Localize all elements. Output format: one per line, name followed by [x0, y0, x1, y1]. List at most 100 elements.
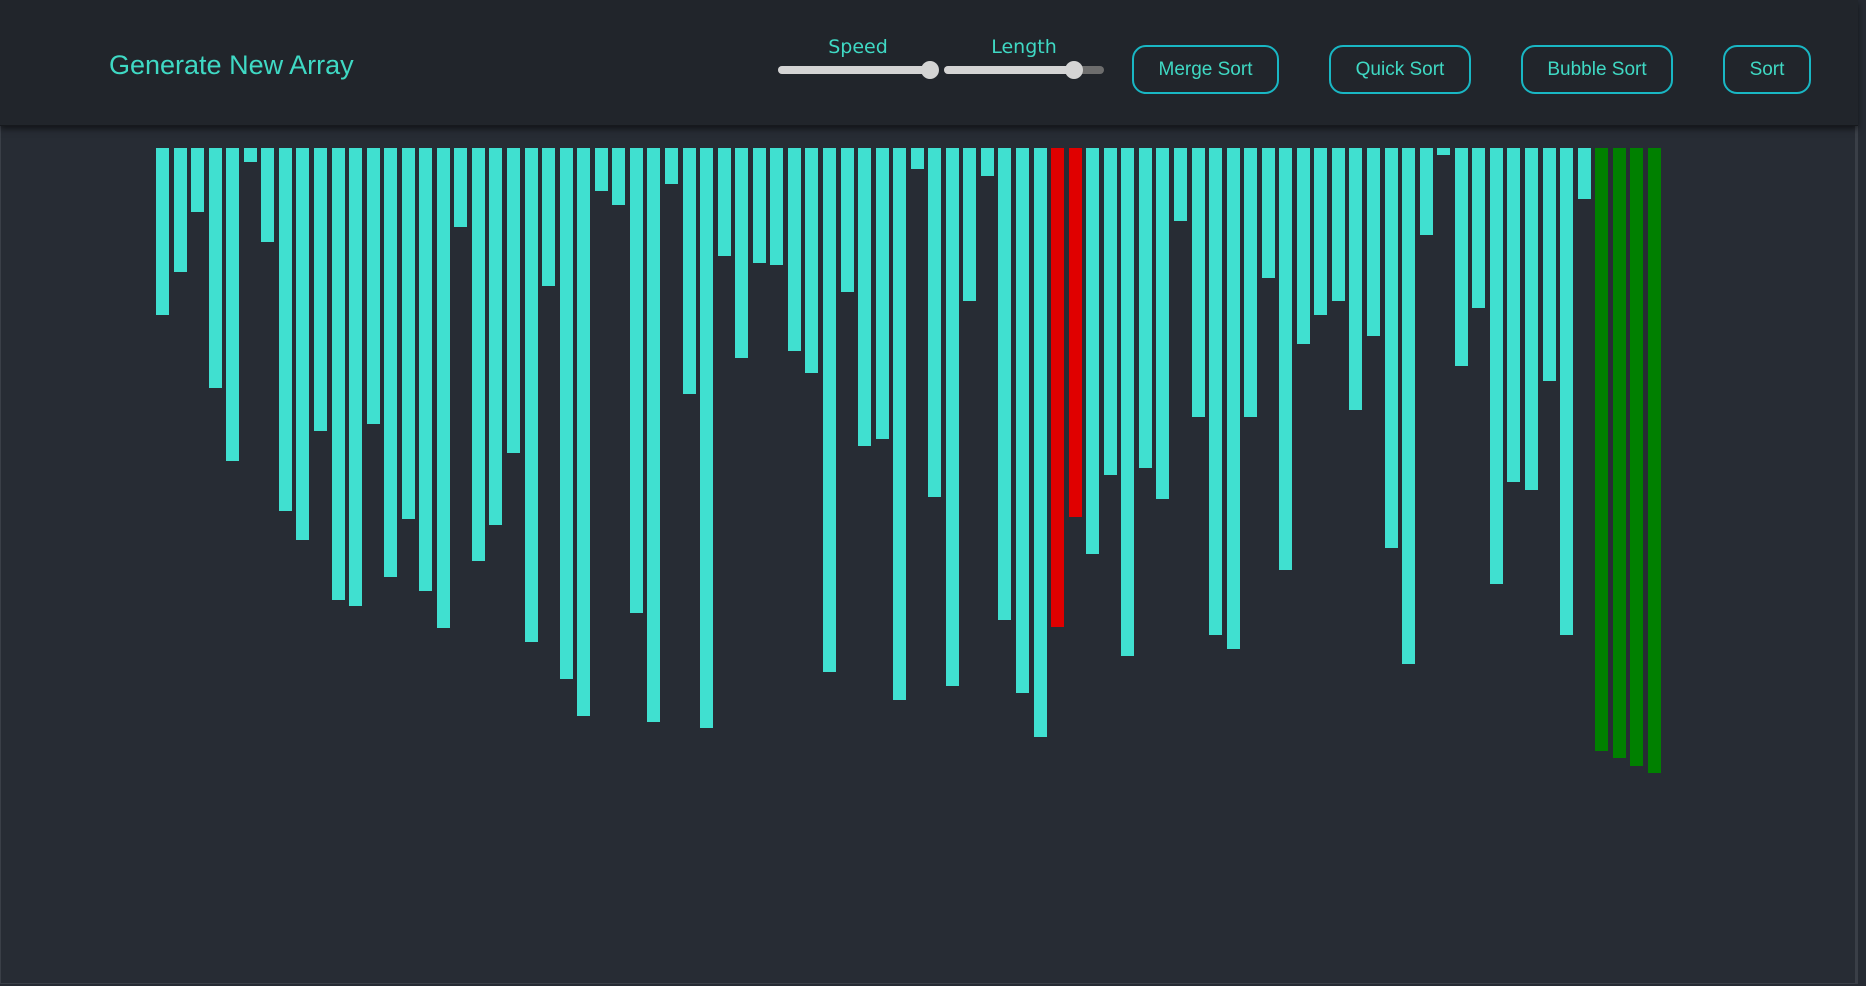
array-bar: [875, 148, 889, 439]
array-bar: [1138, 148, 1152, 468]
array-bar: [261, 148, 275, 242]
array-bar: [822, 148, 836, 672]
array-bar: [980, 148, 994, 176]
array-bar: [1156, 148, 1170, 499]
array-bar: [910, 148, 924, 169]
array-bar: [156, 148, 169, 315]
array-bar: [1068, 148, 1082, 517]
array-bar: [1261, 148, 1275, 278]
array-bar: [945, 148, 959, 686]
array-bar: [366, 148, 380, 424]
array-bar: [1542, 148, 1556, 381]
array-bar: [1314, 148, 1328, 315]
array-bar: [1647, 148, 1661, 773]
bubble-sort-button[interactable]: Bubble Sort: [1521, 45, 1673, 94]
array-bar: [893, 148, 907, 700]
navbar: Generate New Array Speed Length Merge So…: [0, 0, 1858, 126]
array-bar: [1630, 148, 1644, 766]
array-bar: [665, 148, 678, 184]
array-bar: [1191, 148, 1205, 417]
array-bar: [928, 148, 942, 497]
speed-slider-thumb[interactable]: [921, 61, 939, 79]
length-slider-thumb[interactable]: [1064, 61, 1083, 79]
array-bar: [1384, 148, 1398, 548]
array-bar: [1402, 148, 1415, 664]
merge-sort-button[interactable]: Merge Sort: [1132, 45, 1279, 94]
array-bar: [1507, 148, 1521, 482]
array-bar: [629, 148, 643, 613]
array-bar: [752, 148, 766, 263]
array-bar: [1560, 148, 1573, 635]
array-bar: [384, 148, 398, 577]
array-bar: [314, 148, 327, 431]
generate-new-array-link[interactable]: Generate New Array: [109, 50, 354, 80]
array-bar: [542, 148, 556, 286]
array-bar: [1349, 148, 1363, 410]
array-bar: [331, 148, 345, 600]
array-bar: [1121, 148, 1135, 656]
array-bar: [735, 148, 749, 358]
array-bar: [208, 148, 222, 388]
quick-sort-button[interactable]: Quick Sort: [1329, 45, 1471, 94]
array-bar: [226, 148, 240, 461]
array-bar: [1173, 148, 1187, 221]
array-bar: [489, 148, 503, 525]
array-bar: [998, 148, 1012, 620]
array-bar: [1016, 148, 1029, 693]
array-bar: [594, 148, 608, 191]
array-bars: [0, 148, 1858, 848]
speed-label: Speed: [828, 36, 888, 58]
array-bar: [1437, 148, 1451, 155]
array-bar: [1279, 148, 1293, 570]
array-bar: [647, 148, 661, 722]
array-bar: [1472, 148, 1486, 308]
array-bar: [1367, 148, 1380, 336]
array-bar: [1244, 148, 1258, 417]
array-bar: [577, 148, 591, 716]
speed-slider-fill: [778, 66, 930, 74]
array-bar: [682, 148, 696, 394]
array-bar: [1612, 148, 1626, 758]
array-bar: [191, 148, 205, 212]
array-bar: [436, 148, 450, 628]
array-bar: [1454, 148, 1468, 366]
array-bar: [419, 148, 433, 591]
length-label: Length: [991, 36, 1057, 58]
array-bar: [1296, 148, 1310, 344]
length-slider-fill: [944, 66, 1074, 74]
array-bar: [243, 148, 257, 162]
array-bar: [454, 148, 468, 227]
array-bar: [963, 148, 977, 301]
array-bar: [1033, 148, 1047, 737]
array-bar: [559, 148, 573, 679]
array-bar: [840, 148, 854, 292]
array-bar: [858, 148, 871, 446]
array-bar: [1209, 148, 1222, 635]
array-bar: [1086, 148, 1100, 554]
array-bar: [507, 148, 520, 453]
array-bar: [1051, 148, 1065, 627]
array-bar: [787, 148, 801, 351]
array-bar: [524, 148, 538, 642]
speed-slider-group: Speed: [778, 36, 939, 86]
speed-slider[interactable]: [778, 61, 939, 79]
sort-button[interactable]: Sort: [1723, 45, 1811, 94]
array-bar: [717, 148, 731, 256]
array-bar: [296, 148, 310, 540]
array-bar: [1103, 148, 1117, 475]
array-bar: [401, 148, 415, 519]
length-slider-group: Length: [944, 36, 1104, 86]
array-bar: [1226, 148, 1240, 649]
array-bar: [1331, 148, 1345, 301]
array-bar: [1419, 148, 1433, 235]
length-slider[interactable]: [944, 61, 1104, 79]
array-bar: [173, 148, 187, 272]
array-bar: [349, 148, 363, 606]
array-bar: [278, 148, 292, 511]
array-bar: [1577, 148, 1591, 199]
array-bar: [612, 148, 626, 205]
array-bar: [700, 148, 714, 728]
array-bar: [1595, 148, 1609, 751]
array-bar: [1489, 148, 1503, 584]
array-bar: [805, 148, 819, 373]
